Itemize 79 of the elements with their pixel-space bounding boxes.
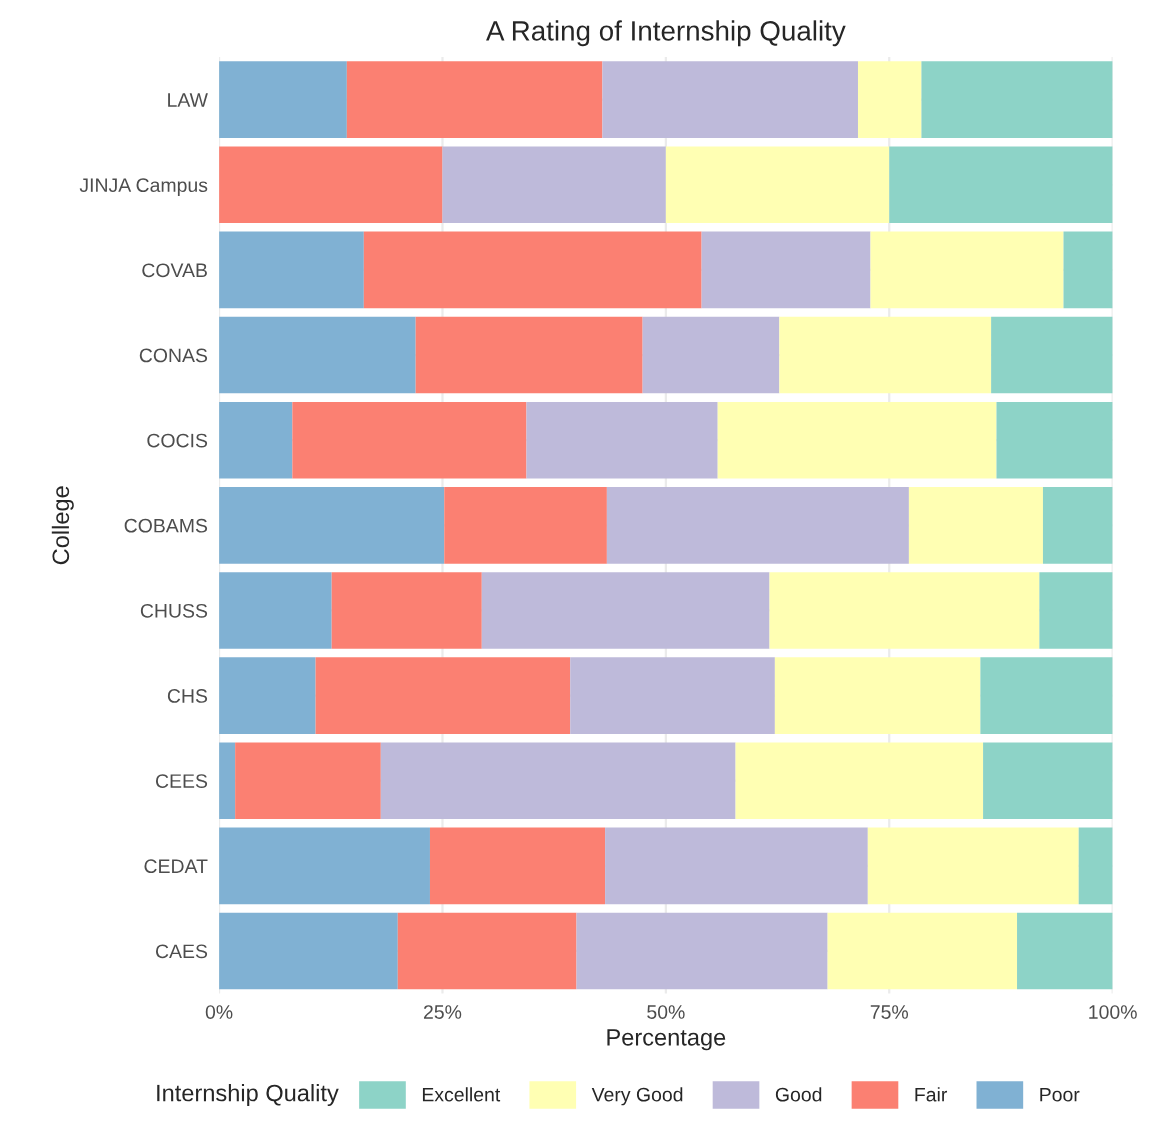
bar bbox=[219, 827, 430, 905]
y-tick-label: JINJA Campus bbox=[79, 178, 208, 196]
bar bbox=[380, 742, 736, 820]
bar bbox=[219, 401, 293, 479]
y-tick-label: CONAS bbox=[139, 348, 208, 363]
bar bbox=[870, 231, 1064, 309]
y-tick-label: COVAB bbox=[142, 263, 207, 278]
bar bbox=[1078, 827, 1113, 905]
bar bbox=[827, 912, 1018, 990]
y-tick-label: COCIS bbox=[147, 433, 208, 448]
bar bbox=[331, 572, 482, 649]
bar bbox=[701, 231, 871, 309]
bar bbox=[665, 146, 890, 224]
chart-title: A Rating of Internship Quality bbox=[486, 20, 846, 47]
bar bbox=[774, 657, 981, 734]
bar bbox=[219, 146, 443, 224]
bar bbox=[219, 61, 347, 138]
bar bbox=[429, 827, 606, 905]
bar bbox=[867, 827, 1079, 905]
bar bbox=[219, 487, 445, 564]
bar bbox=[219, 742, 236, 820]
bar bbox=[444, 487, 607, 564]
bar bbox=[983, 742, 1113, 820]
y-tick-label: LAW bbox=[168, 93, 208, 107]
bar bbox=[1042, 487, 1113, 564]
bar bbox=[219, 572, 332, 649]
bar bbox=[442, 146, 666, 224]
bar bbox=[363, 231, 702, 309]
bar bbox=[857, 61, 922, 138]
bar bbox=[717, 401, 997, 479]
bar bbox=[526, 401, 718, 479]
bar bbox=[605, 827, 868, 905]
bar bbox=[642, 316, 780, 394]
x-axis-title: Percentage bbox=[607, 1029, 726, 1051]
x-tick-label: 50% bbox=[647, 1005, 685, 1019]
y-tick-label: COBAMS bbox=[124, 518, 208, 533]
bar bbox=[397, 912, 577, 990]
x-tick-label: 25% bbox=[423, 1005, 462, 1019]
legend-label: Poor bbox=[1040, 1087, 1080, 1102]
x-tick-label: 0% bbox=[205, 1005, 233, 1019]
legend-label: Excellent bbox=[422, 1087, 501, 1102]
bar bbox=[576, 912, 828, 990]
y-tick-label: CAES bbox=[155, 944, 208, 959]
legend-label: Good bbox=[775, 1087, 822, 1102]
bar bbox=[219, 231, 364, 309]
bar bbox=[606, 487, 909, 564]
bar bbox=[570, 657, 775, 734]
bar bbox=[921, 61, 1113, 138]
y-tick-label: CEDAT bbox=[144, 859, 208, 874]
bar bbox=[1039, 572, 1113, 649]
y-tick-label: CEES bbox=[155, 774, 208, 788]
legend-label: Fair bbox=[915, 1087, 948, 1102]
bar bbox=[1063, 231, 1113, 309]
bar bbox=[481, 572, 770, 649]
bar bbox=[219, 912, 398, 990]
y-tick-label: CHUSS bbox=[140, 603, 208, 618]
bar bbox=[346, 61, 603, 138]
legend-title: Internship Quality bbox=[157, 1084, 339, 1107]
bar bbox=[1017, 912, 1113, 990]
y-tick-label: CHS bbox=[167, 689, 208, 703]
bar bbox=[292, 401, 527, 479]
bar bbox=[769, 572, 1040, 649]
bar bbox=[735, 742, 984, 820]
bar bbox=[315, 657, 571, 734]
bar bbox=[415, 316, 643, 394]
x-tick-label: 100% bbox=[1089, 1005, 1137, 1019]
bar bbox=[219, 316, 416, 394]
bar bbox=[980, 657, 1113, 734]
bar bbox=[779, 316, 992, 394]
bar bbox=[991, 316, 1113, 394]
bar bbox=[219, 657, 316, 734]
bar bbox=[889, 146, 1113, 224]
bar bbox=[996, 401, 1113, 479]
bar bbox=[235, 742, 381, 820]
legend-label: Very Good bbox=[591, 1087, 683, 1106]
bar bbox=[908, 487, 1043, 564]
y-axis-title: College bbox=[51, 486, 74, 565]
bar bbox=[602, 61, 858, 138]
x-tick-label: 75% bbox=[870, 1005, 909, 1019]
